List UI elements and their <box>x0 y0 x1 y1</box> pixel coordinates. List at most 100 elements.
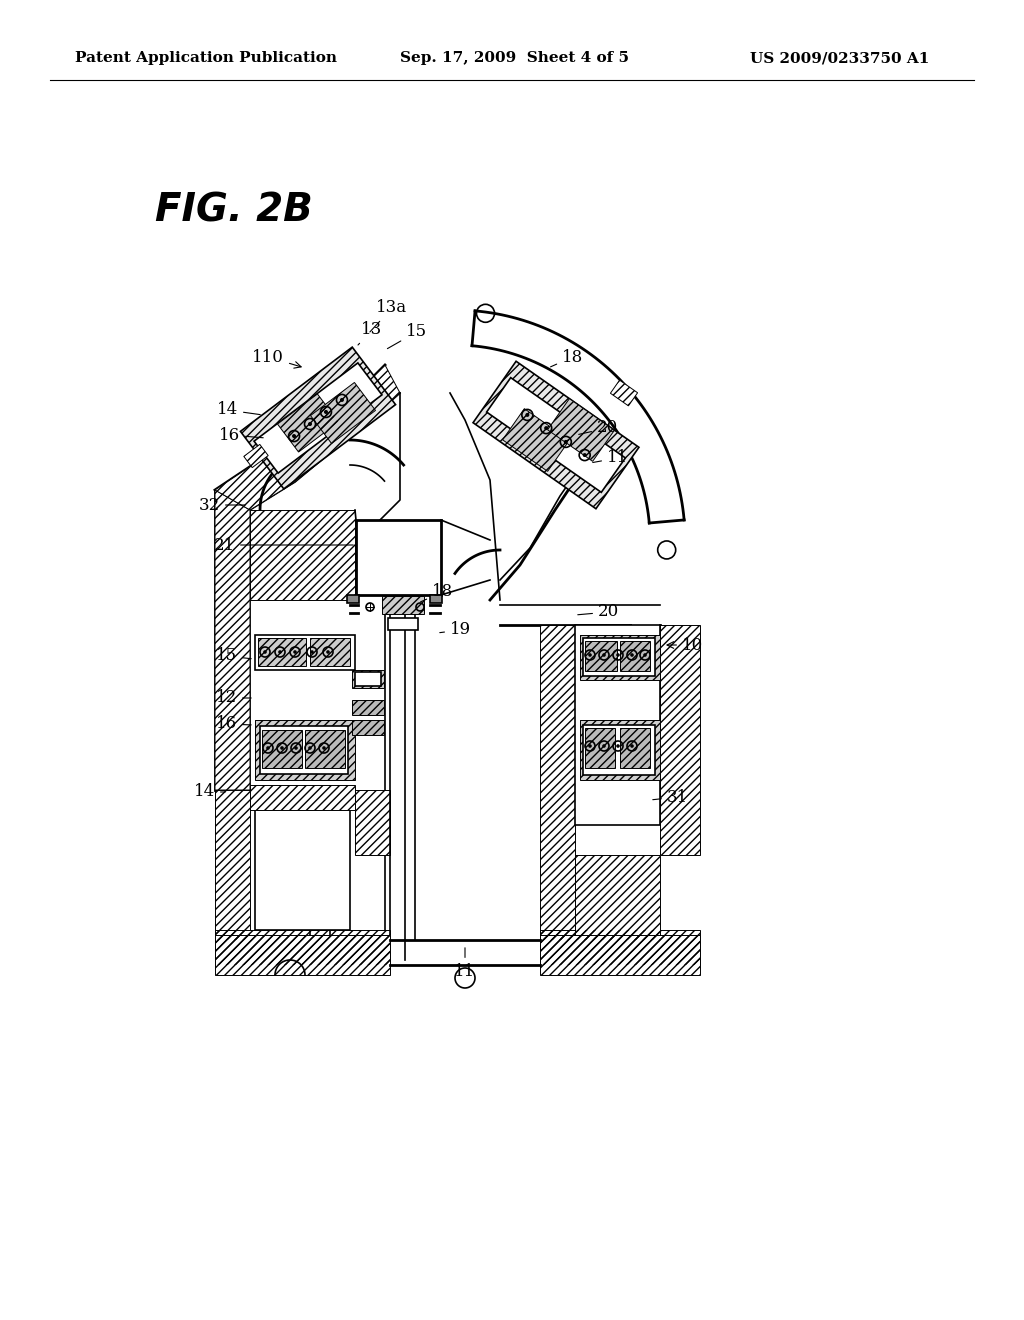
Bar <box>305 730 345 768</box>
Bar <box>585 729 615 768</box>
Circle shape <box>323 746 326 750</box>
Text: 110: 110 <box>252 348 301 368</box>
Bar <box>352 719 384 735</box>
Circle shape <box>279 651 282 653</box>
Bar <box>620 642 650 671</box>
Text: 32: 32 <box>199 496 245 513</box>
Bar <box>258 638 306 667</box>
Polygon shape <box>540 624 575 940</box>
Circle shape <box>544 426 548 430</box>
Text: 15: 15 <box>387 323 427 348</box>
Circle shape <box>564 440 568 444</box>
Circle shape <box>616 653 620 657</box>
Circle shape <box>643 653 647 657</box>
Polygon shape <box>540 935 700 975</box>
Bar <box>305 730 345 768</box>
Text: FIG. 2B: FIG. 2B <box>155 191 312 228</box>
Bar <box>262 730 302 768</box>
Polygon shape <box>575 855 660 940</box>
Polygon shape <box>278 393 339 451</box>
Bar <box>620 729 650 768</box>
Circle shape <box>630 653 634 657</box>
Polygon shape <box>610 380 638 405</box>
Text: 12: 12 <box>216 689 251 706</box>
Text: 16: 16 <box>216 715 251 733</box>
Text: 20: 20 <box>578 603 620 620</box>
Circle shape <box>588 653 592 657</box>
Circle shape <box>602 744 606 748</box>
Circle shape <box>294 746 298 750</box>
Bar <box>352 700 384 715</box>
Bar <box>352 671 384 688</box>
Bar <box>620 729 650 768</box>
Circle shape <box>525 413 529 417</box>
Text: 18: 18 <box>551 348 584 367</box>
Bar <box>356 520 441 595</box>
Bar <box>255 719 355 780</box>
Bar <box>347 595 359 603</box>
Bar <box>575 624 660 825</box>
Bar <box>585 642 617 671</box>
Circle shape <box>308 746 311 750</box>
Bar <box>580 719 660 780</box>
Polygon shape <box>548 399 614 461</box>
Bar <box>352 700 384 715</box>
Text: 14: 14 <box>217 401 260 418</box>
Bar <box>262 730 302 768</box>
Text: 11: 11 <box>593 450 629 466</box>
Bar <box>352 671 384 688</box>
Bar <box>255 719 355 780</box>
Circle shape <box>310 651 313 653</box>
Text: 11: 11 <box>455 948 475 979</box>
Circle shape <box>340 397 344 403</box>
Bar <box>310 638 350 667</box>
Bar <box>382 597 424 614</box>
Polygon shape <box>630 624 660 789</box>
Text: 16: 16 <box>219 426 263 444</box>
Polygon shape <box>215 789 250 940</box>
Bar <box>580 635 660 680</box>
Polygon shape <box>503 409 569 471</box>
Polygon shape <box>660 624 700 855</box>
Circle shape <box>281 746 284 750</box>
Circle shape <box>616 744 620 748</box>
Bar <box>430 595 442 603</box>
Circle shape <box>602 653 606 657</box>
Bar <box>583 638 655 676</box>
Circle shape <box>292 434 296 438</box>
Circle shape <box>324 411 328 414</box>
Polygon shape <box>215 935 390 975</box>
Text: Patent Application Publication: Patent Application Publication <box>75 51 337 65</box>
Polygon shape <box>215 366 400 510</box>
Text: 21: 21 <box>214 536 353 553</box>
Text: US 2009/0233750 A1: US 2009/0233750 A1 <box>750 51 930 65</box>
Polygon shape <box>473 362 639 508</box>
Text: 10: 10 <box>667 636 703 653</box>
Bar <box>255 635 355 671</box>
Bar <box>620 642 650 671</box>
Polygon shape <box>486 378 626 492</box>
Bar <box>382 597 424 614</box>
Polygon shape <box>241 347 395 488</box>
Text: 13: 13 <box>358 322 383 345</box>
Bar <box>258 638 306 667</box>
Bar <box>260 726 348 774</box>
Circle shape <box>293 651 297 653</box>
Text: 14: 14 <box>194 784 225 800</box>
Polygon shape <box>254 363 382 473</box>
Bar <box>388 618 418 630</box>
Text: 31: 31 <box>652 788 688 805</box>
Text: 18: 18 <box>421 583 454 602</box>
Circle shape <box>308 422 312 426</box>
Polygon shape <box>310 383 376 444</box>
Polygon shape <box>250 510 355 601</box>
Polygon shape <box>215 490 250 789</box>
Text: 15: 15 <box>216 648 251 664</box>
Circle shape <box>263 651 267 653</box>
Circle shape <box>327 651 330 653</box>
Circle shape <box>588 744 592 748</box>
Polygon shape <box>355 789 390 855</box>
Circle shape <box>266 746 269 750</box>
Text: 19: 19 <box>439 622 471 639</box>
Bar <box>585 642 617 671</box>
